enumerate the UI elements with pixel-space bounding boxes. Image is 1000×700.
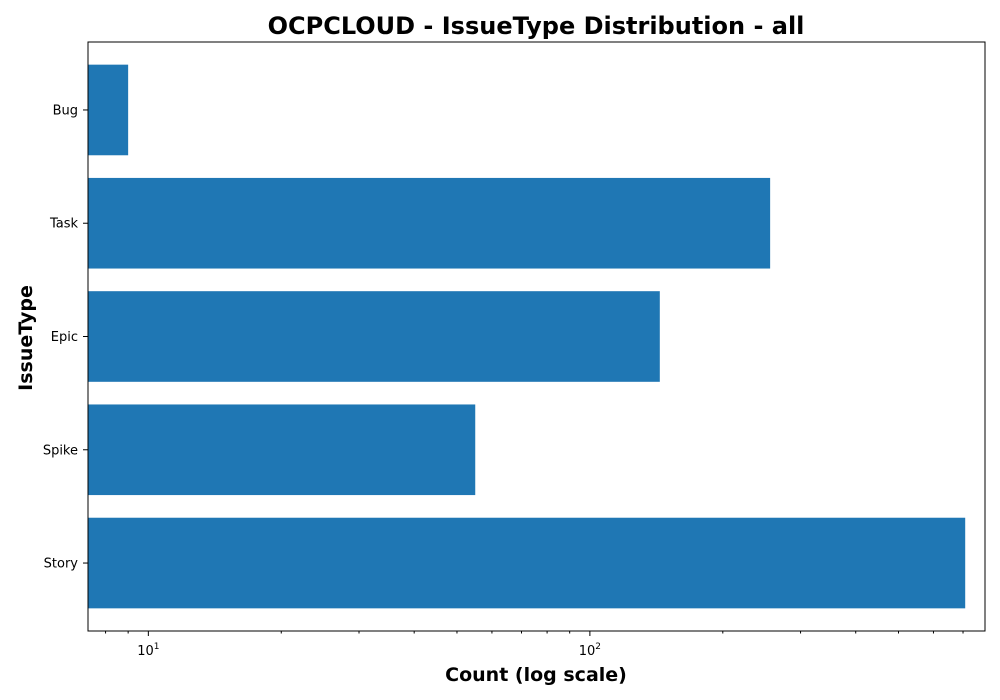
bar-bug — [88, 64, 129, 156]
x-axis-label: Count (log scale) — [445, 664, 627, 686]
x-tick-label: 101 — [137, 642, 159, 659]
bar-spike — [88, 404, 476, 496]
x-axis-ticks: 101 102 — [105, 631, 964, 659]
y-tick-label-task: Task — [49, 217, 79, 232]
y-tick-label-epic: Epic — [51, 330, 78, 345]
y-tick-label-spike: Spike — [43, 443, 78, 458]
bars — [88, 64, 966, 609]
bar-story — [88, 517, 966, 609]
bar-epic — [88, 291, 660, 382]
x-tick-label: 102 — [579, 642, 601, 659]
bar-task — [88, 177, 771, 269]
chart-title: OCPCLOUD - IssueType Distribution - all — [268, 12, 805, 40]
y-axis-ticks: Bug Task Epic Spike Story — [43, 103, 88, 572]
plot-area-frame — [87, 41, 986, 632]
y-tick-label-story: Story — [44, 557, 79, 572]
y-tick-label-bug: Bug — [53, 103, 78, 118]
y-axis-label: IssueType — [15, 285, 37, 391]
